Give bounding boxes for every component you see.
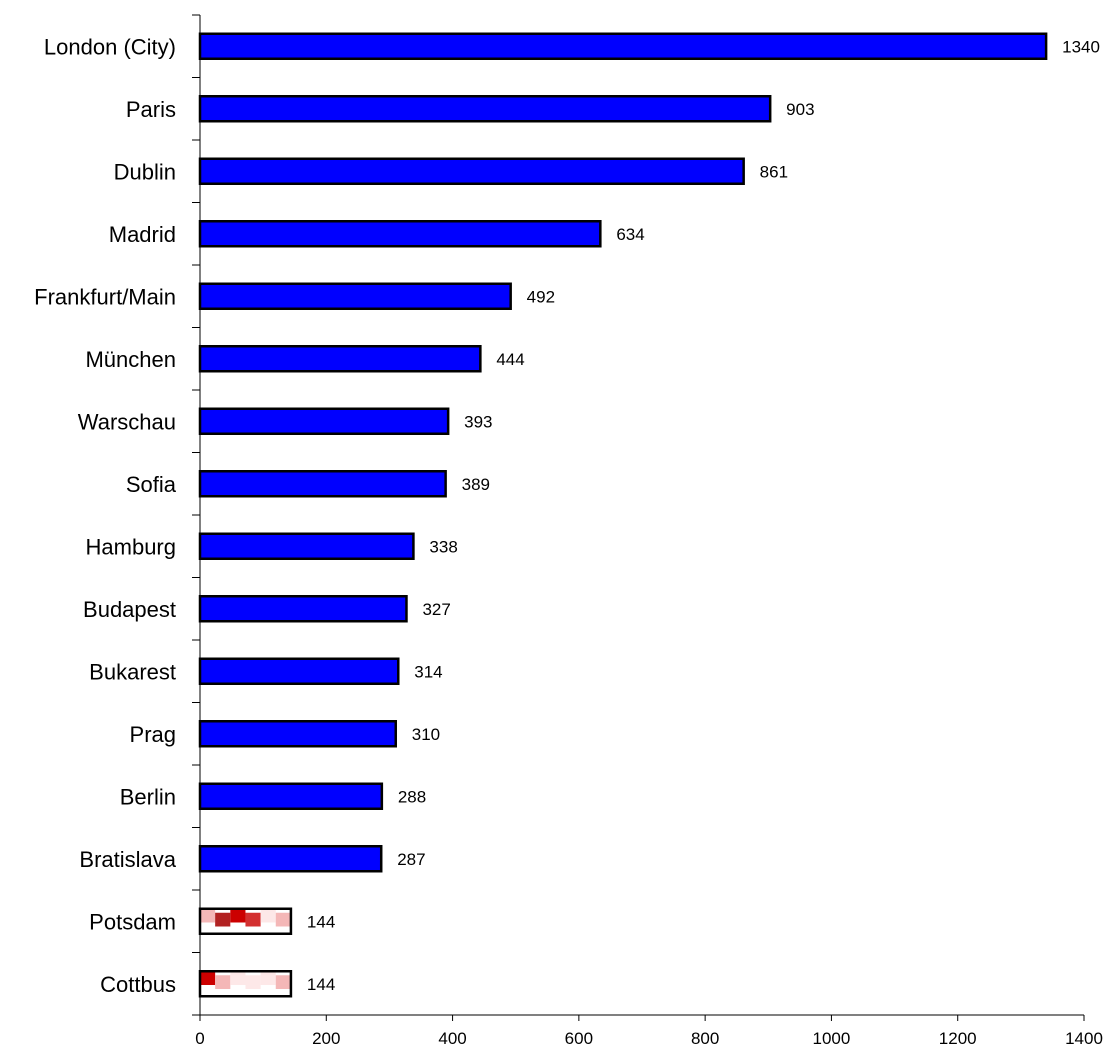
data-label: 634 bbox=[616, 225, 644, 244]
x-tick-label: 600 bbox=[565, 1029, 593, 1044]
category-label: Berlin bbox=[120, 784, 176, 809]
bar-pattern-block bbox=[200, 971, 216, 985]
category-label: Potsdam bbox=[89, 909, 176, 934]
x-tick-label: 200 bbox=[312, 1029, 340, 1044]
bar bbox=[198, 95, 772, 123]
x-tick-label: 1000 bbox=[813, 1029, 851, 1044]
bar bbox=[198, 32, 1048, 60]
bar bbox=[198, 470, 447, 498]
category-label: Hamburg bbox=[86, 534, 176, 559]
bar bbox=[198, 407, 450, 435]
bar-pattern-block bbox=[245, 975, 261, 989]
data-label: 287 bbox=[397, 850, 425, 869]
x-tick-label: 800 bbox=[691, 1029, 719, 1044]
bar bbox=[198, 345, 482, 373]
data-label: 327 bbox=[422, 600, 450, 619]
bar bbox=[198, 595, 408, 623]
bar-pattern-block bbox=[275, 912, 291, 927]
data-label: 144 bbox=[307, 912, 335, 931]
bar bbox=[198, 220, 602, 248]
bar-pattern-block bbox=[260, 971, 276, 985]
bar bbox=[198, 720, 397, 748]
category-label: Bratislava bbox=[79, 847, 176, 872]
data-label: 393 bbox=[464, 412, 492, 431]
bar bbox=[198, 282, 512, 310]
bar bbox=[198, 657, 400, 685]
category-label: Sofia bbox=[126, 472, 177, 497]
labels: 0 200 400 600 800 1000 1200 1400 London (City) 13… bbox=[34, 34, 1103, 1048]
data-label: 861 bbox=[760, 162, 788, 181]
category-label: Paris bbox=[126, 97, 176, 122]
bar-outline bbox=[198, 907, 293, 935]
data-label: 389 bbox=[462, 475, 490, 494]
bar bbox=[198, 782, 384, 810]
data-label: 288 bbox=[398, 787, 426, 806]
category-label: Prag bbox=[130, 722, 176, 747]
x-tick-label: 400 bbox=[438, 1029, 466, 1044]
bar-pattern-block bbox=[230, 908, 246, 923]
category-label: London (City) bbox=[44, 34, 176, 59]
bars bbox=[198, 32, 1048, 998]
bar-pattern-block bbox=[200, 908, 216, 923]
data-label: 314 bbox=[414, 662, 442, 681]
bar bbox=[198, 970, 293, 998]
bar bbox=[198, 907, 293, 935]
x-tick-label: 0 bbox=[195, 1029, 204, 1044]
data-label: 338 bbox=[429, 537, 457, 556]
bar-pattern-block bbox=[230, 971, 246, 985]
data-label: 492 bbox=[527, 287, 555, 306]
category-label: Bukarest bbox=[89, 659, 176, 684]
category-label: Frankfurt/Main bbox=[34, 284, 176, 309]
bar-pattern-block bbox=[260, 908, 276, 923]
bar bbox=[198, 157, 745, 185]
data-label: 1340 bbox=[1062, 37, 1100, 56]
bar-pattern-block bbox=[215, 975, 231, 989]
bar-pattern-block bbox=[215, 912, 231, 927]
category-label: München bbox=[85, 347, 176, 372]
category-label: Cottbus bbox=[100, 972, 176, 997]
category-label: Budapest bbox=[83, 597, 176, 622]
data-label: 144 bbox=[307, 975, 335, 994]
category-label: Madrid bbox=[109, 222, 176, 247]
bar bbox=[198, 845, 383, 873]
bar-pattern-block bbox=[245, 912, 261, 927]
category-label: Dublin bbox=[114, 159, 176, 184]
bar bbox=[198, 532, 415, 560]
data-label: 903 bbox=[786, 100, 814, 119]
data-label: 310 bbox=[412, 725, 440, 744]
category-label: Warschau bbox=[78, 409, 176, 434]
x-tick-label: 1200 bbox=[939, 1029, 977, 1044]
bar-pattern-block bbox=[275, 975, 291, 989]
bar-outline bbox=[198, 970, 293, 998]
data-label: 444 bbox=[496, 350, 524, 369]
x-tick-label: 1400 bbox=[1065, 1029, 1103, 1044]
